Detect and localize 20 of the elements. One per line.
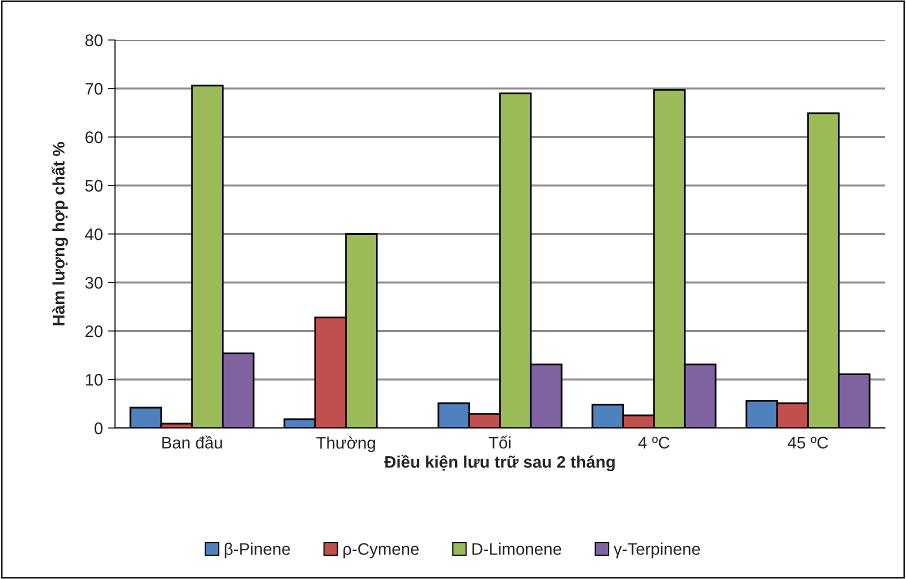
y-tick-label: 40 <box>85 228 103 240</box>
y-tick-label: 30 <box>85 276 103 289</box>
y-tick-label: 60 <box>86 131 103 144</box>
legend-label: β-Pinene <box>224 542 290 558</box>
legend-label: ρ-Cymene <box>343 543 419 558</box>
x-axis-title: Điều kiện lưu trữ sau 2 tháng <box>384 454 615 472</box>
legend-label: γ-Terpinene <box>614 542 700 558</box>
x-tick-label: Ban đầu <box>162 436 222 449</box>
legend-label: D-Limonene <box>472 542 562 555</box>
y-tick-label: 50 <box>85 180 103 192</box>
y-tick-label: 70 <box>86 82 103 95</box>
x-tick-label: 4 ºC <box>638 436 670 449</box>
y-tick-label: 10 <box>86 374 103 386</box>
x-tick-label: 45 ºC <box>788 436 828 449</box>
y-tick-label: 80 <box>85 34 103 46</box>
x-tick-label: Tối <box>488 436 510 449</box>
x-tick-label: Thường <box>316 436 375 452</box>
y-tick-label: 20 <box>85 325 103 338</box>
y-axis-title: Hàm lượng hợp chất % <box>52 142 68 326</box>
y-tick-label: 0 <box>94 422 103 434</box>
